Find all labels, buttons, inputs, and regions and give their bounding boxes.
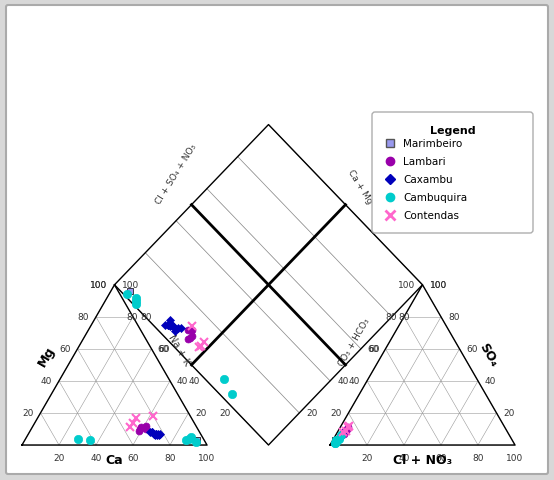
Text: 60: 60: [466, 345, 478, 354]
FancyBboxPatch shape: [372, 113, 533, 233]
Text: 20: 20: [53, 453, 65, 462]
Text: 20: 20: [196, 408, 207, 418]
Text: 40: 40: [485, 377, 496, 385]
Text: 80: 80: [140, 312, 151, 322]
Text: 60: 60: [158, 345, 170, 354]
Text: 60: 60: [368, 345, 379, 354]
Text: 100: 100: [506, 453, 524, 462]
Text: 100: 100: [398, 281, 416, 290]
Text: 80: 80: [78, 312, 89, 322]
Text: Cl + NO₃: Cl + NO₃: [393, 453, 452, 466]
Text: CO₃ + HCO₃: CO₃ + HCO₃: [337, 316, 372, 367]
FancyBboxPatch shape: [6, 6, 548, 474]
Text: Legend: Legend: [430, 126, 475, 136]
Text: 60: 60: [435, 453, 447, 462]
Text: 60: 60: [127, 453, 138, 462]
Text: 100: 100: [429, 281, 447, 290]
Text: 60: 60: [157, 345, 169, 354]
Text: 20: 20: [330, 408, 341, 418]
Text: 40: 40: [398, 453, 410, 462]
Text: 80: 80: [448, 312, 459, 322]
Text: Ca + Mg: Ca + Mg: [346, 168, 375, 205]
Text: 20: 20: [306, 408, 317, 418]
Text: 80: 80: [386, 312, 397, 322]
Text: 40: 40: [188, 377, 200, 385]
Text: 20: 20: [219, 408, 230, 418]
Text: 20: 20: [504, 408, 515, 418]
Text: 40: 40: [348, 377, 360, 385]
Text: Ca: Ca: [106, 453, 124, 466]
Text: Marimbeiro: Marimbeiro: [403, 139, 462, 149]
Text: 60: 60: [59, 345, 70, 354]
Text: 40: 40: [337, 377, 348, 385]
Text: Lambari: Lambari: [403, 156, 445, 167]
Text: 20: 20: [22, 408, 33, 418]
Text: 20: 20: [361, 453, 373, 462]
Text: SO₄: SO₄: [477, 340, 501, 368]
Text: 40: 40: [90, 453, 102, 462]
Text: 60: 60: [367, 345, 378, 354]
Text: Caxambu: Caxambu: [403, 175, 453, 185]
Text: Cambuquira: Cambuquira: [403, 192, 467, 203]
Text: 80: 80: [127, 312, 138, 322]
Text: 100: 100: [429, 281, 447, 290]
Text: 80: 80: [164, 453, 176, 462]
Text: 40: 40: [40, 377, 52, 385]
Text: 80: 80: [472, 453, 484, 462]
Text: Cl + SO₄ + NO₃: Cl + SO₄ + NO₃: [155, 142, 199, 205]
Text: 100: 100: [90, 281, 107, 290]
Text: Na + K: Na + K: [166, 333, 192, 367]
Text: 100: 100: [121, 281, 138, 290]
Text: Mg: Mg: [35, 343, 57, 368]
Text: 80: 80: [399, 312, 410, 322]
Text: 40: 40: [177, 377, 188, 385]
Text: Contendas: Contendas: [403, 211, 459, 220]
Text: 100: 100: [90, 281, 107, 290]
Text: 100: 100: [198, 453, 216, 462]
